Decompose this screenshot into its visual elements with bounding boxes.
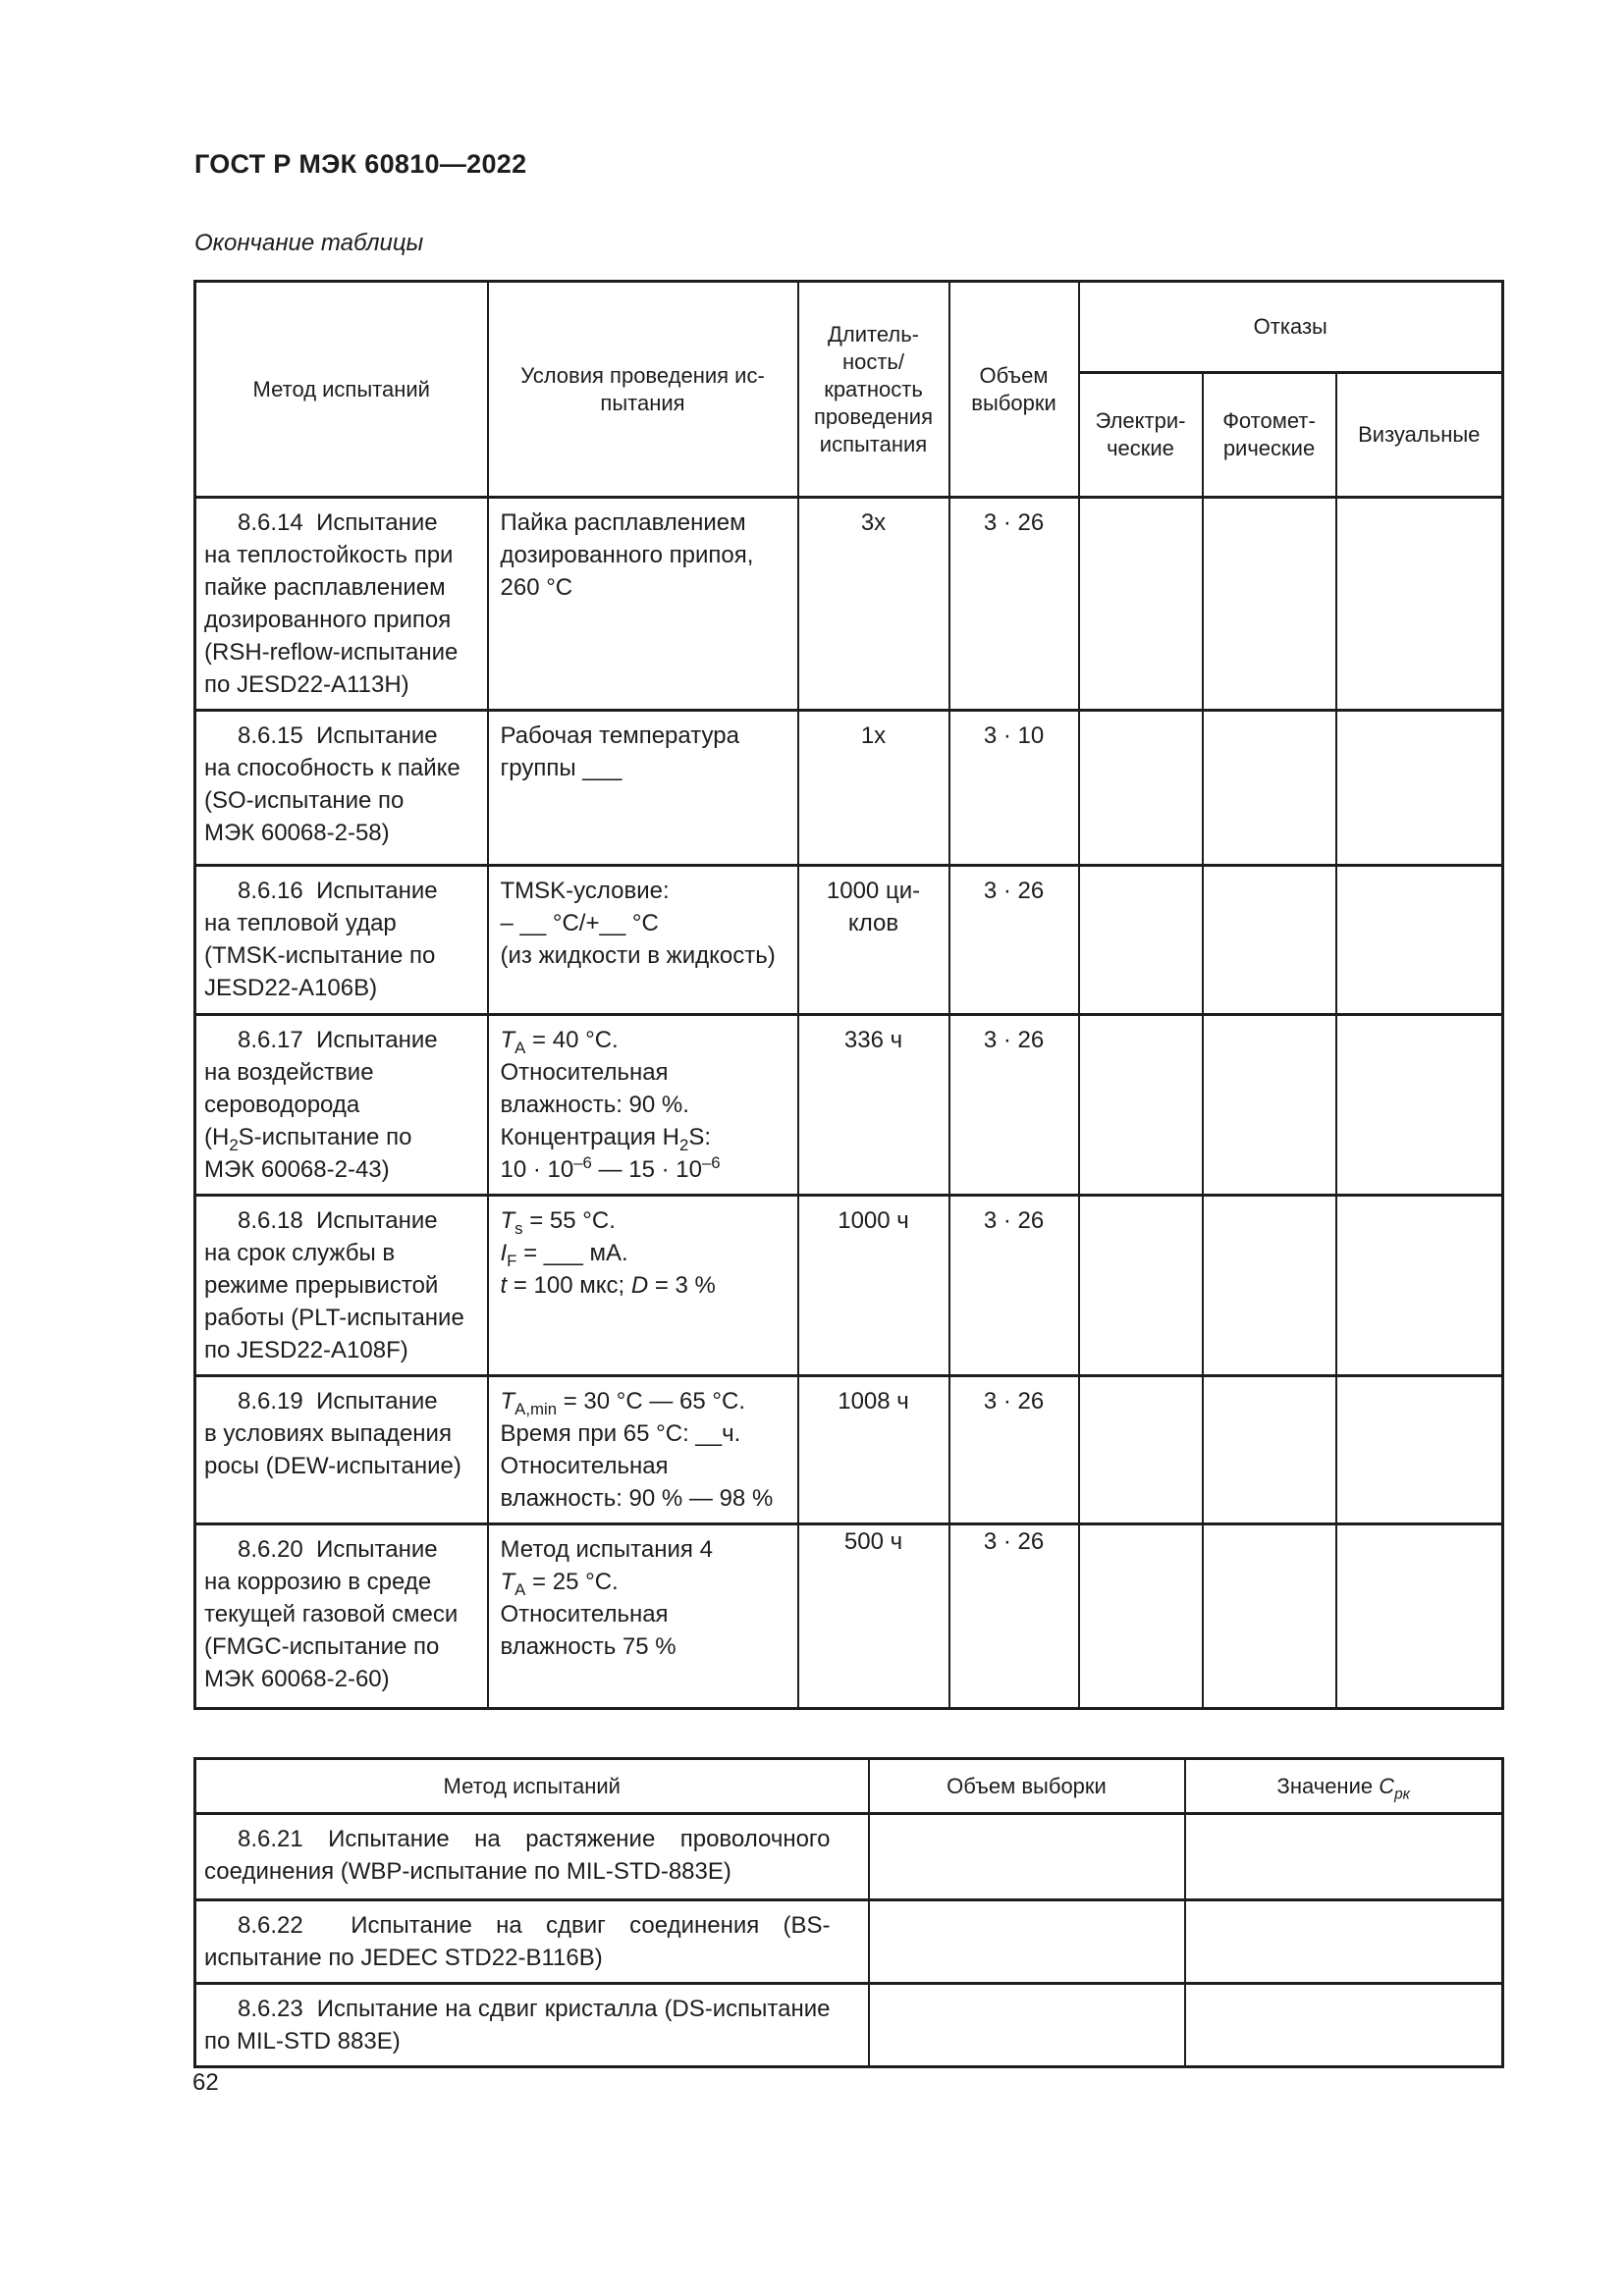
failures-visual-cell — [1334, 496, 1504, 712]
sample-size-cell — [867, 1898, 1186, 1985]
col-header-failures-group: Отказы — [1077, 280, 1504, 374]
failures-visual-cell — [1334, 709, 1504, 867]
sample-size-cell: 3 · 26 — [947, 496, 1080, 712]
failures-photometric-cell — [1201, 709, 1337, 867]
method-cell: 8.6.20 Испытание на коррозию в среде текущ… — [193, 1522, 489, 1710]
method-cell: 8.6.17 Испытание на воздействие сероводоро… — [193, 1013, 489, 1197]
duration-cell: 336 ч — [796, 1013, 950, 1197]
duration-cell: 3x — [796, 496, 950, 712]
conditions-cell: Пайка расплавлением дозированного припоя,… — [486, 496, 799, 712]
conditions-cell: Рабочая температура группы ___ — [486, 709, 799, 867]
sample-size-cell: 3 · 26 — [947, 864, 1080, 1016]
header-row-failure-types: Электри-ческие Фотомет-рические Визуальн… — [195, 371, 1504, 499]
test-row-8-6-16: 8.6.16 Испытание на тепловой удар (TMSK-ис… — [193, 864, 1504, 1016]
table-continuation-caption: Окончание таблицы — [194, 230, 424, 256]
method-cell: 8.6.21 Испытание на растяжение проволочн… — [193, 1812, 870, 1901]
header-row-top: Метод испытаний Условия проведения ис-пы… — [193, 280, 1504, 499]
test-row-8-6-22: 8.6.22 Испытание на сдвиг соединения (BS… — [193, 1898, 1504, 1985]
bond-tests-table: Метод испытаний Объем выборки Значение C… — [193, 1757, 1504, 2068]
duration-cell: 1000 ци-клов — [796, 864, 950, 1016]
duration-cell: 1008 ч — [796, 1374, 950, 1525]
col-header-electrical: Электри-ческие — [1077, 371, 1204, 499]
col-header-cpk-value: Значение Cрк — [1183, 1757, 1504, 1815]
failures-visual-cell — [1334, 1374, 1504, 1525]
test-row-8-6-18: 8.6.18 Испытание на срок службы в режиме п… — [193, 1194, 1504, 1377]
test-row-8-6-14: 8.6.14 Испытание на теплостойкость при пай… — [193, 496, 1504, 712]
col-header-visual: Визуальные — [1334, 371, 1504, 499]
failures-electrical-cell — [1077, 709, 1204, 867]
duration-cell: 1x — [796, 709, 950, 867]
failures-photometric-cell — [1201, 496, 1337, 712]
test-methods-table-body: 8.6.14 Испытание на теплостойкость при пай… — [193, 496, 1504, 1710]
conditions-cell: TA = 40 °C. Относительная влажность: 90 %.… — [486, 1013, 799, 1197]
failures-photometric-cell — [1201, 864, 1337, 1016]
cpk-value-cell — [1183, 1812, 1504, 1901]
conditions-cell: Ts = 55 °C. IF = ___ мА. t = 100 мкс; D = … — [486, 1194, 799, 1377]
bond-tests-table-body: 8.6.21 Испытание на растяжение проволочн… — [193, 1812, 1504, 2068]
failures-electrical-cell — [1077, 496, 1204, 712]
col-header-duration: Длитель-ность/кратность проведения испытан… — [796, 280, 950, 499]
col-header-sample-size: Объем выборки — [867, 1757, 1186, 1815]
col-header-photometric: Фотомет-рические — [1201, 371, 1337, 499]
sample-size-cell — [867, 1812, 1186, 1901]
standard-code: ГОСТ Р МЭК 60810—2022 — [194, 149, 527, 179]
method-cell: 8.6.14 Испытание на теплостойкость при пай… — [193, 496, 489, 712]
failures-electrical-cell — [1077, 1522, 1204, 1710]
method-cell: 8.6.15 Испытание на способность к пайке (S… — [193, 709, 489, 867]
col-header-conditions: Условия проведения ис-пытания — [486, 280, 799, 499]
bond-tests-table-header: Метод испытаний Объем выборки Значение C… — [193, 1757, 1504, 1815]
failures-electrical-cell — [1077, 1374, 1204, 1525]
test-row-8-6-17: 8.6.17 Испытание на воздействие сероводоро… — [193, 1013, 1504, 1197]
col-header-method: Метод испытаний — [193, 1757, 870, 1815]
failures-photometric-cell — [1201, 1522, 1337, 1710]
test-methods-table-header: Метод испытаний Условия проведения ис-пы… — [193, 280, 1504, 499]
failures-visual-cell — [1334, 1522, 1504, 1710]
failures-visual-cell — [1334, 1194, 1504, 1377]
failures-visual-cell — [1334, 864, 1504, 1016]
test-methods-table: Метод испытаний Условия проведения ис-пы… — [193, 280, 1505, 1710]
sample-size-cell: 3 · 26 — [947, 1194, 1080, 1377]
method-cell: 8.6.18 Испытание на срок службы в режиме п… — [193, 1194, 489, 1377]
header-row: Метод испытаний Объем выборки Значение C… — [193, 1757, 1504, 1815]
sample-size-cell — [867, 1982, 1186, 2068]
test-row-8-6-19: 8.6.19 Испытание в условиях выпадения росы… — [193, 1374, 1504, 1525]
method-cell: 8.6.19 Испытание в условиях выпадения росы… — [193, 1374, 489, 1525]
failures-electrical-cell — [1077, 1013, 1204, 1197]
duration-cell: 1000 ч — [796, 1194, 950, 1377]
duration-cell: 500 ч — [796, 1522, 950, 1710]
test-row-8-6-20: 8.6.20 Испытание на коррозию в среде текущ… — [193, 1522, 1504, 1710]
failures-photometric-cell — [1201, 1013, 1337, 1197]
test-row-8-6-15: 8.6.15 Испытание на способность к пайке (S… — [193, 709, 1504, 867]
failures-electrical-cell — [1077, 864, 1204, 1016]
failures-electrical-cell — [1077, 1194, 1204, 1377]
sample-size-cell: 3 · 26 — [947, 1374, 1080, 1525]
col-header-sample-size: Объем выборки — [947, 280, 1080, 499]
cpk-value-cell — [1183, 1898, 1504, 1985]
method-cell: 8.6.16 Испытание на тепловой удар (TMSK-ис… — [193, 864, 489, 1016]
page-number: 62 — [192, 2069, 219, 2096]
failures-visual-cell — [1334, 1013, 1504, 1197]
test-row-8-6-21: 8.6.21 Испытание на растяжение проволочн… — [193, 1812, 1504, 1901]
cpk-value-cell — [1183, 1982, 1504, 2068]
conditions-cell: TMSK-условие: – __ °C/+__ °C (из жидкости … — [486, 864, 799, 1016]
method-cell: 8.6.23 Испытание на сдвиг кристалла (DS-… — [193, 1982, 870, 2068]
test-row-8-6-23: 8.6.23 Испытание на сдвиг кристалла (DS-… — [193, 1982, 1504, 2068]
conditions-cell: TA,min = 30 °C — 65 °C. Время при 65 °C: … — [486, 1374, 799, 1525]
sample-size-cell: 3 · 26 — [947, 1522, 1080, 1710]
method-cell: 8.6.22 Испытание на сдвиг соединения (BS… — [193, 1898, 870, 1985]
sample-size-cell: 3 · 10 — [947, 709, 1080, 867]
sample-size-cell: 3 · 26 — [947, 1013, 1080, 1197]
failures-photometric-cell — [1201, 1374, 1337, 1525]
col-header-method: Метод испытаний — [193, 280, 489, 499]
conditions-cell: Метод испытания 4 TA = 25 °C. Относительна… — [486, 1522, 799, 1710]
failures-photometric-cell — [1201, 1194, 1337, 1377]
